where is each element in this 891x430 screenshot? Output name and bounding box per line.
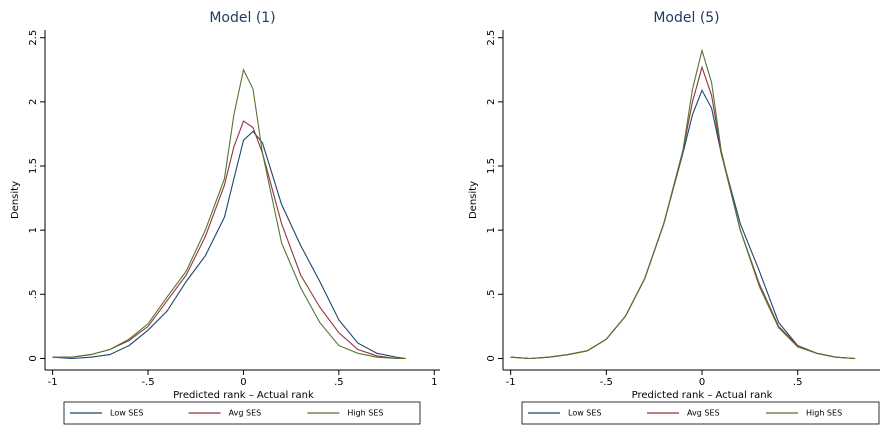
y-tick-label: 2: [486, 99, 497, 105]
density-line: [52, 130, 406, 360]
density-line: [510, 48, 856, 360]
chart-title: Model (5): [653, 10, 719, 26]
y-tick-label: .5: [486, 290, 497, 300]
y-tick-label: 2.5: [28, 30, 39, 46]
legend-label: High SES: [347, 409, 383, 418]
x-tick-label: 0: [240, 377, 246, 388]
legend-label: Avg SES: [229, 409, 262, 418]
y-tick-label: 1.5: [486, 158, 497, 174]
y-axis-label: Density: [468, 181, 479, 219]
y-tick-label: .5: [28, 290, 39, 300]
legend-box: [63, 401, 421, 425]
y-tick-label: 1.5: [28, 158, 39, 174]
x-tick-label: 0: [699, 377, 705, 388]
x-tick-label: .5: [793, 377, 803, 388]
legend-label: High SES: [806, 409, 842, 418]
x-tick-label: -.5: [141, 377, 154, 388]
y-tick-label: 1: [28, 227, 39, 233]
x-tick-label: -1: [506, 377, 516, 388]
density-line: [510, 65, 856, 360]
legend-label: Low SES: [568, 409, 602, 418]
x-tick-label: -.5: [600, 377, 613, 388]
y-tick-label: 0: [486, 355, 497, 361]
legend-box: [521, 401, 880, 425]
chart-title: Model (1): [209, 10, 275, 26]
x-axis-label: Predicted rank – Actual rank: [632, 390, 773, 401]
x-tick-label: 1: [431, 377, 437, 388]
legend-label: Avg SES: [687, 409, 720, 418]
density-line: [52, 68, 406, 360]
density-line: [52, 120, 406, 360]
x-tick-label: -1: [48, 377, 58, 388]
density-line: [510, 88, 856, 360]
y-tick-label: 2.5: [486, 30, 497, 46]
y-axis-label: Density: [10, 181, 21, 219]
x-axis-label: Predicted rank – Actual rank: [173, 390, 314, 401]
y-tick-label: 0: [28, 355, 39, 361]
legend-label: Low SES: [110, 409, 144, 418]
y-tick-label: 1: [486, 227, 497, 233]
y-tick-label: 2: [28, 99, 39, 105]
x-tick-label: .5: [334, 377, 344, 388]
